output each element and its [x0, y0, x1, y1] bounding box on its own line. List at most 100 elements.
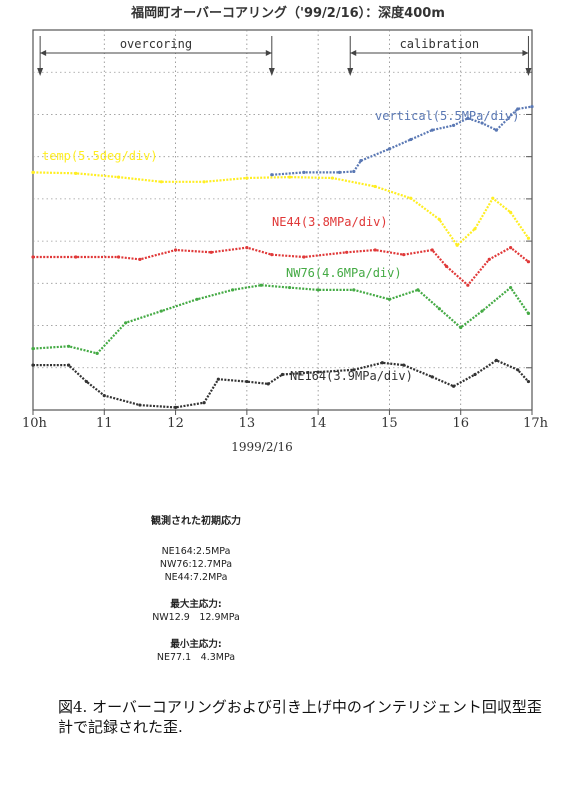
annotation-layer: vertical(5.5MPa/div) temp(5.5deg/div) NE44…	[37, 36, 532, 383]
data-point	[526, 260, 531, 264]
data-point	[437, 217, 441, 221]
max-stress-title: 最大主応力:	[170, 599, 222, 610]
data-point	[430, 375, 434, 379]
data-point	[459, 325, 463, 330]
x-tick-label: 10h	[22, 416, 48, 431]
data-point	[159, 180, 163, 184]
data-point	[280, 372, 285, 377]
data-point	[430, 248, 434, 252]
data-point	[526, 236, 531, 240]
data-point	[387, 147, 392, 151]
data-point	[259, 283, 263, 287]
data-point	[138, 257, 142, 261]
data-point	[202, 180, 206, 184]
phase-label: overcoring	[120, 37, 192, 51]
data-point	[31, 255, 35, 259]
data-point	[473, 227, 477, 231]
data-point	[202, 401, 206, 405]
chart-title: 福岡町オーバーコアリング（'99/2/16）：深度400m	[130, 5, 445, 21]
data-point	[373, 248, 377, 252]
chart: 福岡町オーバーコアリング（'99/2/16）：深度400m vertical(5…	[22, 5, 549, 454]
arrow-head	[522, 50, 529, 56]
data-point	[124, 321, 128, 325]
data-point	[74, 171, 78, 175]
data-point	[466, 116, 470, 120]
data-point	[245, 379, 249, 384]
data-point	[159, 309, 163, 313]
x-tick-label: 11	[96, 416, 113, 431]
data-point	[116, 175, 121, 179]
data-point	[516, 368, 520, 372]
min-stress-value: NE77.1 4.3MPa	[156, 652, 236, 663]
data-point	[451, 384, 456, 388]
data-point	[455, 243, 459, 247]
data-point	[466, 283, 470, 287]
data-point	[345, 250, 349, 254]
data-point	[173, 405, 178, 409]
series-label: temp(5.5deg/div)	[42, 149, 158, 163]
x-tick-label: 17h	[523, 416, 549, 431]
data-point	[67, 344, 71, 348]
data-point	[509, 246, 513, 250]
data-point	[494, 358, 498, 362]
data-point	[31, 170, 35, 174]
data-point	[526, 311, 531, 315]
data-point	[95, 351, 99, 355]
arrow-head	[350, 50, 357, 56]
x-tick-label: 14	[310, 416, 327, 431]
data-point	[359, 159, 363, 163]
series-label: NE164(3.9MPa/div)	[290, 369, 413, 383]
data-point	[270, 173, 274, 177]
series-3	[31, 283, 531, 355]
data-point	[352, 169, 356, 174]
data-point	[270, 253, 274, 257]
data-point	[473, 372, 477, 377]
series-layer	[31, 105, 534, 409]
data-point	[266, 382, 270, 386]
series-label: NW76(4.6MPa/div)	[286, 266, 402, 280]
data-point	[116, 255, 121, 259]
data-point	[416, 288, 420, 292]
data-point	[302, 255, 306, 259]
data-point	[509, 210, 513, 214]
data-point	[216, 377, 220, 381]
series-1	[31, 170, 531, 247]
plot-grid	[32, 29, 533, 415]
phase-label: calibration	[400, 37, 479, 51]
data-point	[316, 370, 320, 374]
series-0	[270, 105, 534, 177]
data-point	[409, 137, 413, 142]
data-point	[530, 105, 534, 109]
data-point	[173, 248, 178, 252]
series-trace	[33, 246, 530, 287]
data-point	[209, 250, 213, 254]
data-point	[451, 123, 456, 127]
marker-arrow	[268, 68, 275, 76]
data-point	[31, 347, 35, 351]
initial-stress-ne44: NE44:7.2MPa	[164, 572, 228, 583]
min-principal-stress: 最小主応力: NE77.1 4.3MPa	[96, 638, 296, 664]
data-point	[509, 285, 513, 290]
initial-stress-ne164: NE164:2.5MPa	[161, 546, 231, 557]
data-point	[352, 368, 356, 372]
observed-stress-notes: 観測された初期応力 NE164:2.5MPa NW76:12.7MPa NE44…	[96, 512, 296, 678]
data-point	[387, 297, 392, 301]
marker-arrow	[37, 68, 44, 76]
plot-frame	[32, 29, 533, 411]
data-point	[444, 264, 449, 268]
series-trace	[271, 105, 533, 176]
series-trace	[32, 171, 530, 247]
data-point	[380, 361, 384, 365]
data-point	[373, 184, 377, 189]
x-tick-label: 16	[452, 416, 469, 431]
data-point	[409, 196, 413, 200]
min-stress-title: 最小主応力:	[170, 639, 222, 650]
series-4	[31, 358, 531, 409]
x-tick-labels: 10h 11 12 13 14 15 16 17h	[22, 416, 549, 431]
max-principal-stress: 最大主応力: NW12.9 12.9MPa	[96, 598, 296, 624]
series-2	[31, 246, 531, 287]
data-point	[288, 175, 292, 179]
max-stress-value: NW12.9 12.9MPa	[152, 612, 240, 623]
data-point	[430, 128, 434, 132]
data-point	[480, 309, 484, 313]
